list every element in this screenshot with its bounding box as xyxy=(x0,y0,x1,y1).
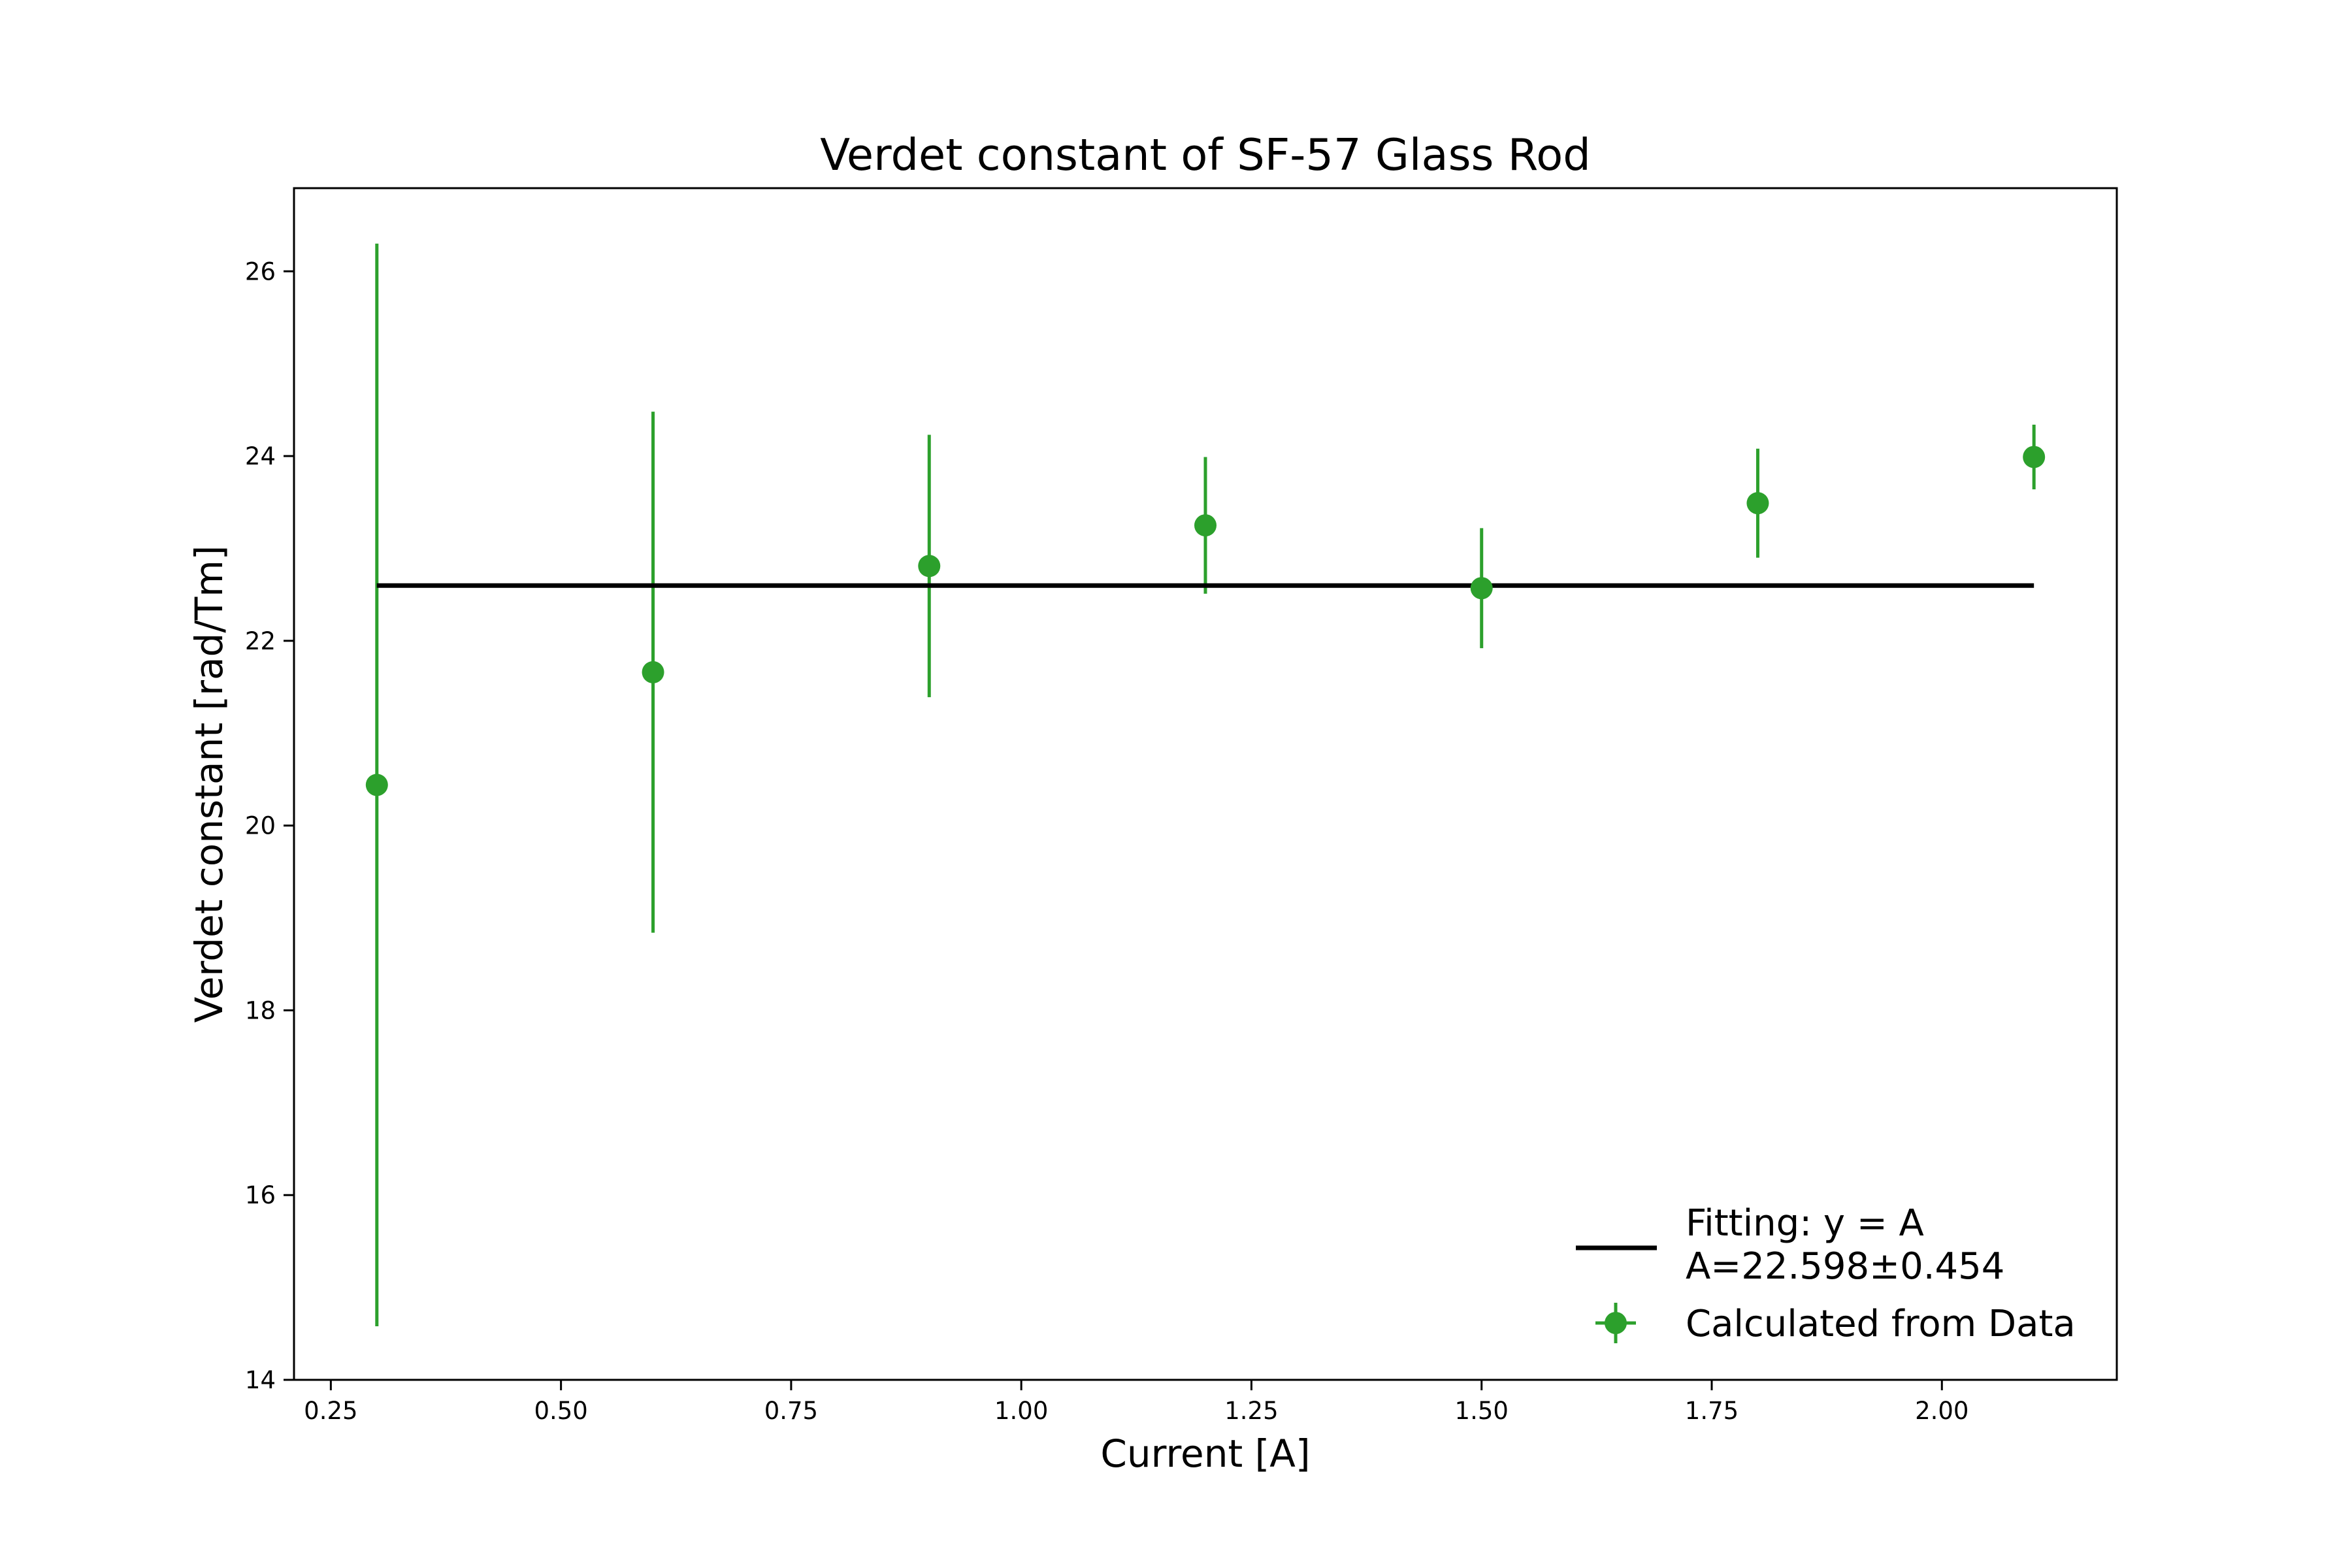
x-tick-label: 2.00 xyxy=(1915,1397,1968,1425)
y-tick-label: 20 xyxy=(245,812,276,840)
x-tick-label: 1.50 xyxy=(1455,1397,1509,1425)
data-point xyxy=(918,555,941,578)
y-tick-label: 24 xyxy=(245,442,276,470)
y-axis-label: Verdet constant [rad/Tm] xyxy=(187,546,231,1023)
data-point xyxy=(365,774,388,796)
x-tick-label: 1.00 xyxy=(994,1397,1048,1425)
chart-title: Verdet constant of SF-57 Glass Rod xyxy=(820,129,1591,180)
y-tick-label: 22 xyxy=(245,627,276,655)
plot-area xyxy=(365,243,2046,1326)
legend-fit-label: Fitting: y = A xyxy=(1686,1202,1924,1245)
axes-frame xyxy=(293,187,2118,1381)
legend-data-label: Calculated from Data xyxy=(1686,1303,2076,1345)
data-point xyxy=(642,661,664,683)
y-tick-label: 18 xyxy=(245,996,276,1024)
y-tick-label: 14 xyxy=(245,1366,276,1394)
x-tick-label: 0.50 xyxy=(534,1397,587,1425)
x-tick-label: 1.25 xyxy=(1224,1397,1278,1425)
data-point xyxy=(1194,514,1217,537)
legend-fit-param: A=22.598±0.454 xyxy=(1686,1245,2004,1288)
data-point xyxy=(2023,446,2046,468)
x-tick-label: 0.25 xyxy=(304,1397,357,1425)
x-axis-label: Current [A] xyxy=(1100,1431,1310,1476)
y-tick-label: 16 xyxy=(245,1181,276,1209)
legend: Fitting: y = A A=22.598±0.454 Calculated… xyxy=(1576,1202,2076,1345)
data-point xyxy=(1746,492,1769,515)
legend-data-swatch-marker xyxy=(1605,1312,1627,1334)
data-point xyxy=(1470,577,1493,600)
axis-ticks: 0.25 0.50 0.75 1.00 1.25 1.50 1.75 2.00 14 16 18 20… xyxy=(245,257,1969,1425)
x-tick-label: 1.75 xyxy=(1685,1397,1739,1425)
y-tick-label: 26 xyxy=(245,257,276,286)
x-tick-label: 0.75 xyxy=(764,1397,818,1425)
